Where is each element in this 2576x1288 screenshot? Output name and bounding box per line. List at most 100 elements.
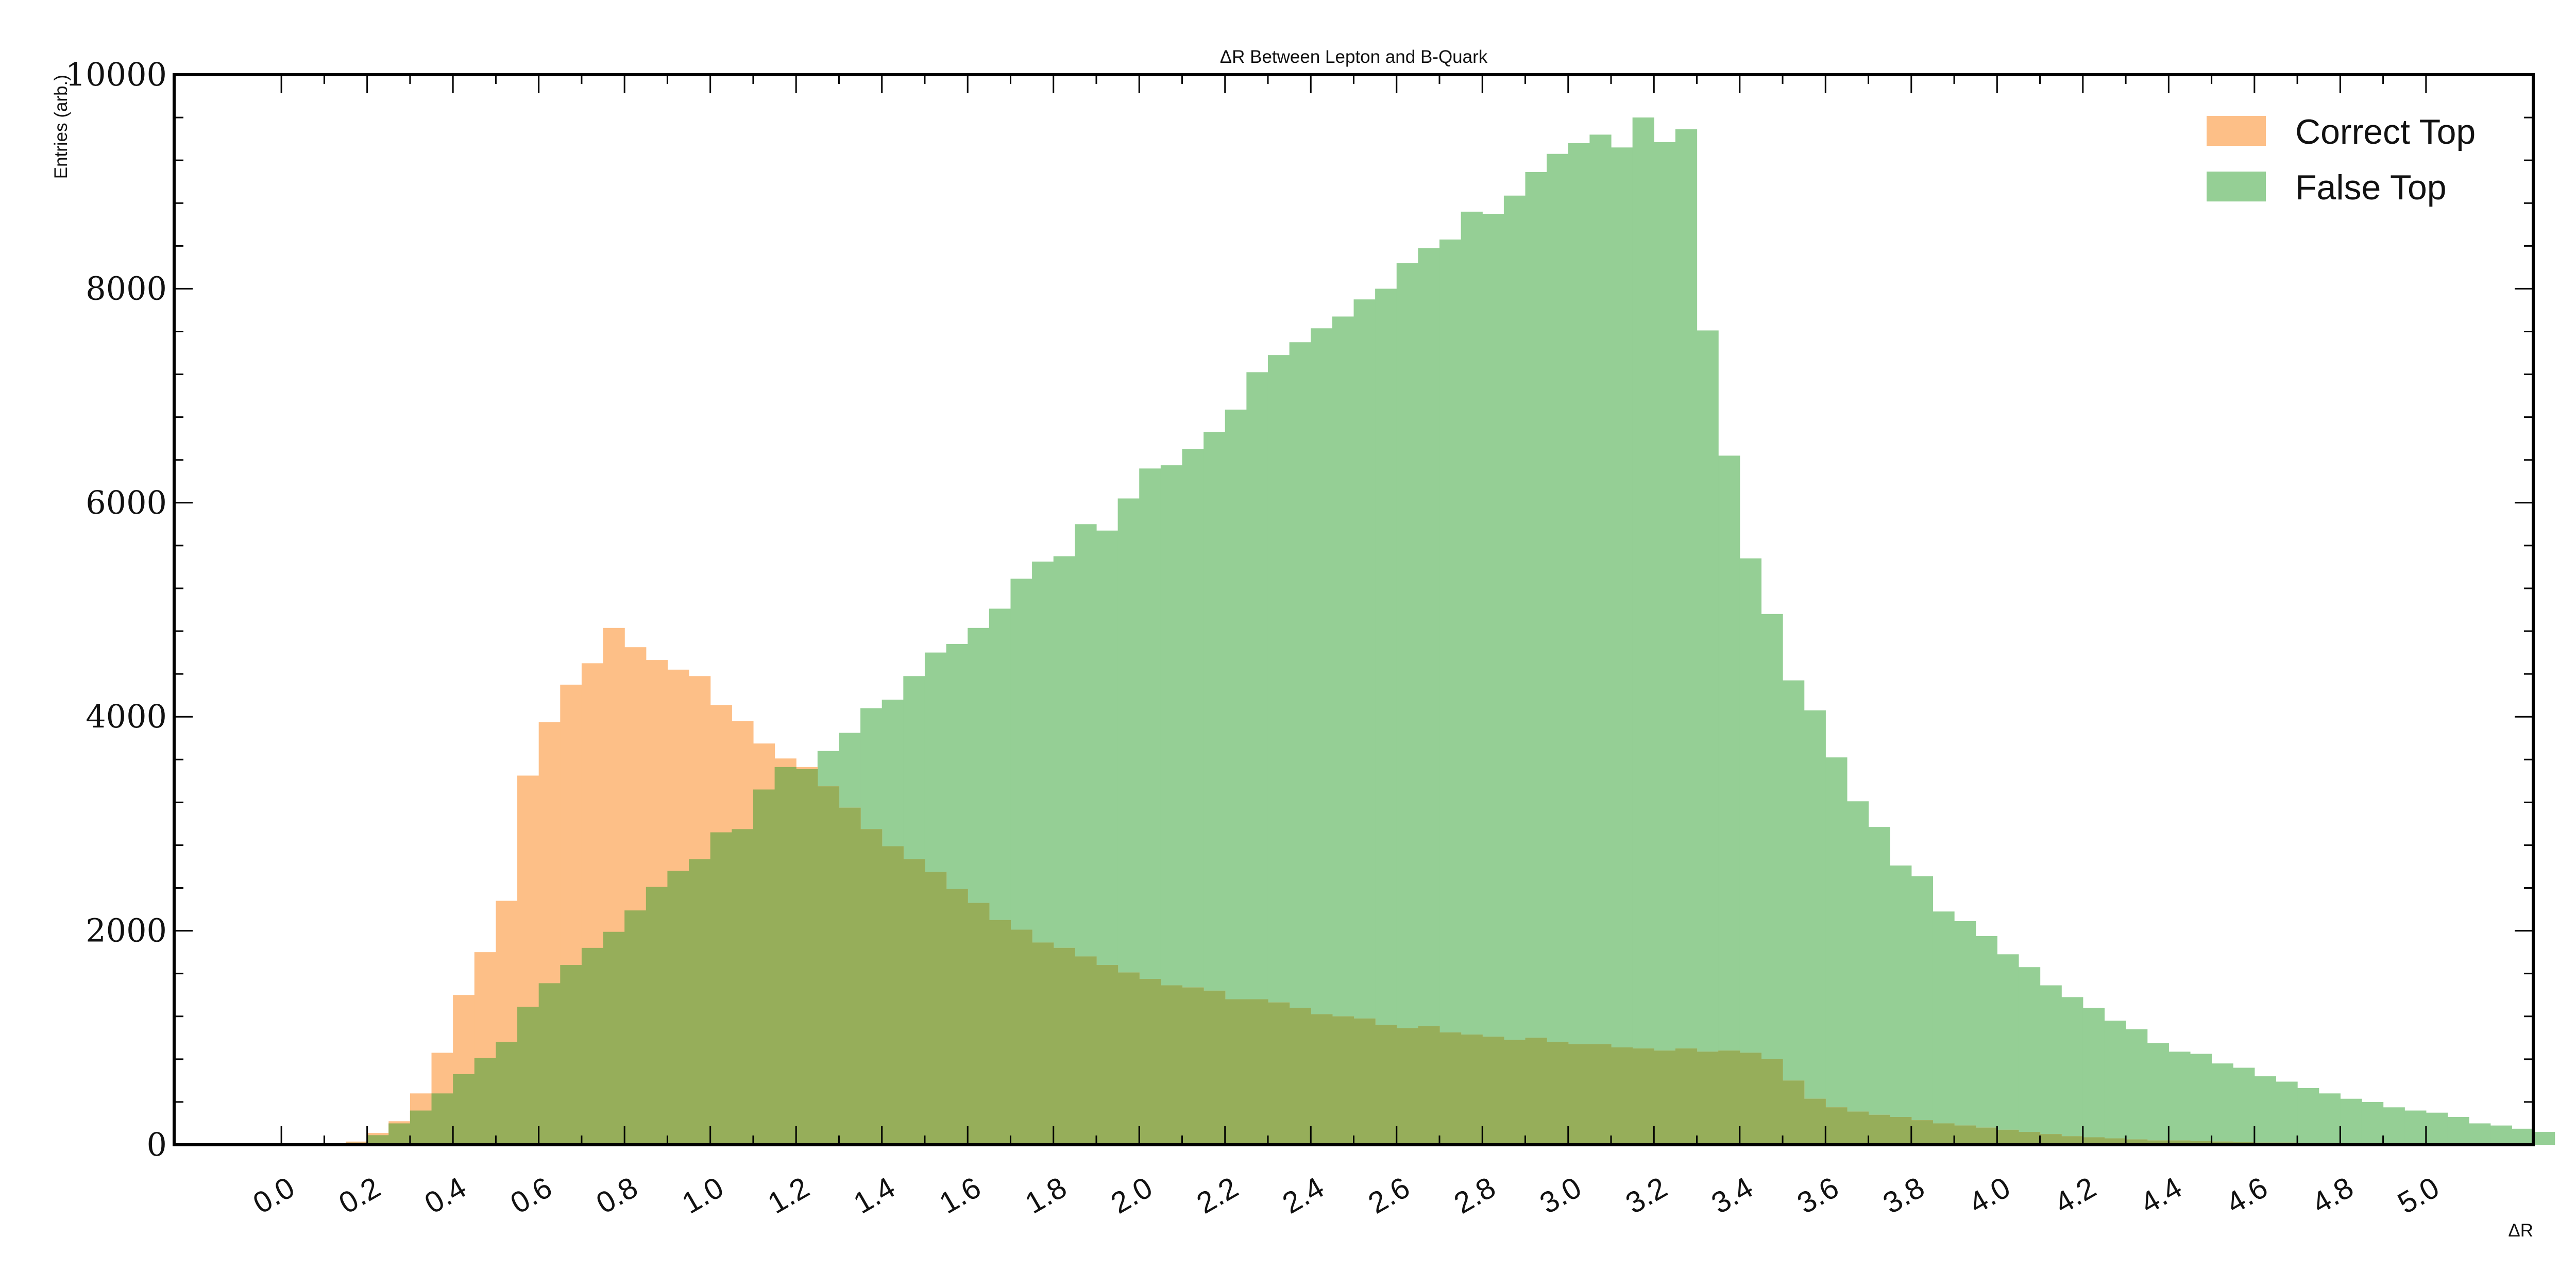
false-top-bar: [1997, 954, 2019, 1145]
overlap-bar: [1139, 979, 1161, 1145]
x-tick-label: 5.0: [2392, 1171, 2445, 1221]
false-top-bar: [2233, 1067, 2255, 1145]
x-tick-label: 4.0: [1963, 1171, 2015, 1221]
false-top-bar: [2018, 967, 2041, 1145]
overlap-bar: [989, 920, 1011, 1145]
false-top-bar: [1675, 129, 1698, 1145]
overlap-bar: [1632, 1048, 1654, 1145]
false-top-bar: [1568, 143, 1590, 1145]
overlap-bar: [496, 1042, 518, 1145]
y-tick-label: 0: [147, 1126, 167, 1163]
x-tick-label: 4.4: [2134, 1171, 2187, 1221]
false-top-bar: [2318, 1093, 2341, 1145]
overlap-bar: [603, 931, 625, 1145]
overlap-bar: [2040, 1134, 2062, 1145]
overlap-bar: [774, 767, 796, 1145]
legend: Correct Top False Top: [2207, 112, 2476, 207]
false-top-bar: [1611, 147, 1633, 1145]
overlap-bar: [1911, 1120, 1934, 1145]
overlap-bar: [1804, 1098, 1826, 1145]
overlap-bar: [2147, 1140, 2169, 1145]
x-tick-label: 2.2: [1191, 1171, 1244, 1221]
overlap-bar: [710, 832, 732, 1145]
false-top-bar: [1933, 911, 1955, 1145]
overlap-bar: [1396, 1028, 1418, 1145]
overlap-bar: [1611, 1047, 1633, 1145]
legend-swatch-false-top: [2207, 172, 2266, 201]
overlap-bar: [1289, 1008, 1311, 1145]
plot-frame: [173, 73, 2535, 1146]
x-tick-label: 1.6: [934, 1171, 986, 1221]
overlap-bar: [1933, 1123, 1955, 1145]
overlap-bar: [538, 983, 561, 1145]
false-top-bar: [2340, 1098, 2362, 1145]
x-tick-label: 1.4: [848, 1171, 901, 1221]
false-top-bar: [1589, 134, 1612, 1145]
x-tick-label: 0.4: [419, 1171, 471, 1221]
overlap-bar: [2104, 1138, 2126, 1145]
false-top-bar: [2276, 1081, 2298, 1145]
overlap-bar: [1739, 1053, 1762, 1145]
false-top-bar: [2104, 1021, 2126, 1145]
false-top-bar: [1654, 142, 1676, 1145]
false-top-bar: [1846, 801, 1869, 1145]
overlap-bar: [2061, 1136, 2083, 1145]
false-top-bar: [2254, 1076, 2277, 1145]
overlap-bar: [1997, 1129, 2019, 1145]
false-top-bar: [2168, 1052, 2191, 1145]
overlap-bar: [1675, 1048, 1698, 1145]
overlap-bar: [1697, 1052, 1719, 1145]
overlap-bar: [1096, 965, 1118, 1145]
overlap-bar: [624, 910, 647, 1145]
false-top-bar: [2533, 1132, 2555, 1145]
overlap-bar: [924, 872, 947, 1145]
x-tick-label: 1.2: [762, 1171, 815, 1221]
overlap-bar: [1825, 1107, 1848, 1145]
overlap-bar: [732, 829, 754, 1145]
overlap-bar: [1353, 1018, 1376, 1145]
false-top-bar: [1739, 558, 1762, 1145]
x-tick-label: 0.2: [333, 1171, 386, 1221]
overlap-bar: [1654, 1050, 1676, 1145]
overlap-bar: [2018, 1132, 2041, 1145]
overlap-bar: [517, 1007, 539, 1145]
false-top-bar: [2512, 1128, 2534, 1145]
x-tick-label: 2.4: [1277, 1171, 1329, 1221]
false-top-bar: [1825, 757, 1848, 1145]
false-top-bar: [2447, 1116, 2469, 1145]
x-axis-label: ΔR: [2508, 1221, 2533, 1241]
overlap-bar: [667, 871, 689, 1145]
overlap-bar: [1267, 1002, 1290, 1145]
overlap-bar: [1160, 985, 1183, 1145]
overlap-bar: [1547, 1042, 1569, 1145]
overlap-bar: [453, 1074, 475, 1145]
false-top-bar: [2190, 1054, 2212, 1145]
overlap-bar: [946, 889, 968, 1145]
false-top-bar: [2490, 1125, 2512, 1145]
overlap-bar: [1225, 999, 1247, 1145]
false-top-bar: [1868, 827, 1890, 1145]
false-top-bar: [2361, 1101, 2384, 1145]
overlap-bar: [2190, 1141, 2212, 1145]
overlap-bar: [1010, 929, 1032, 1145]
false-top-bar: [1439, 239, 1462, 1145]
x-tick-label: 0.0: [247, 1171, 300, 1221]
false-top-bar: [1804, 710, 1826, 1145]
false-top-bar: [1697, 330, 1719, 1145]
legend-label-false-top: False Top: [2295, 168, 2447, 207]
overlap-bar: [1053, 947, 1075, 1145]
overlap-bar: [839, 807, 861, 1145]
overlap-bar: [2126, 1139, 2148, 1145]
overlap-region: [346, 767, 2427, 1145]
overlap-bar: [2168, 1140, 2191, 1145]
false-top-bar: [1975, 936, 1997, 1145]
overlap-bar: [1418, 1026, 1440, 1145]
overlap-bar: [1439, 1032, 1462, 1145]
overlap-bar: [1846, 1111, 1869, 1145]
false-top-bar: [2469, 1123, 2491, 1145]
x-tick-label: 2.6: [1363, 1171, 1415, 1221]
false-top-bar: [1503, 195, 1526, 1145]
false-top-bar: [2404, 1110, 2427, 1145]
overlap-bar: [581, 947, 604, 1145]
false-top-bar: [2126, 1029, 2148, 1145]
